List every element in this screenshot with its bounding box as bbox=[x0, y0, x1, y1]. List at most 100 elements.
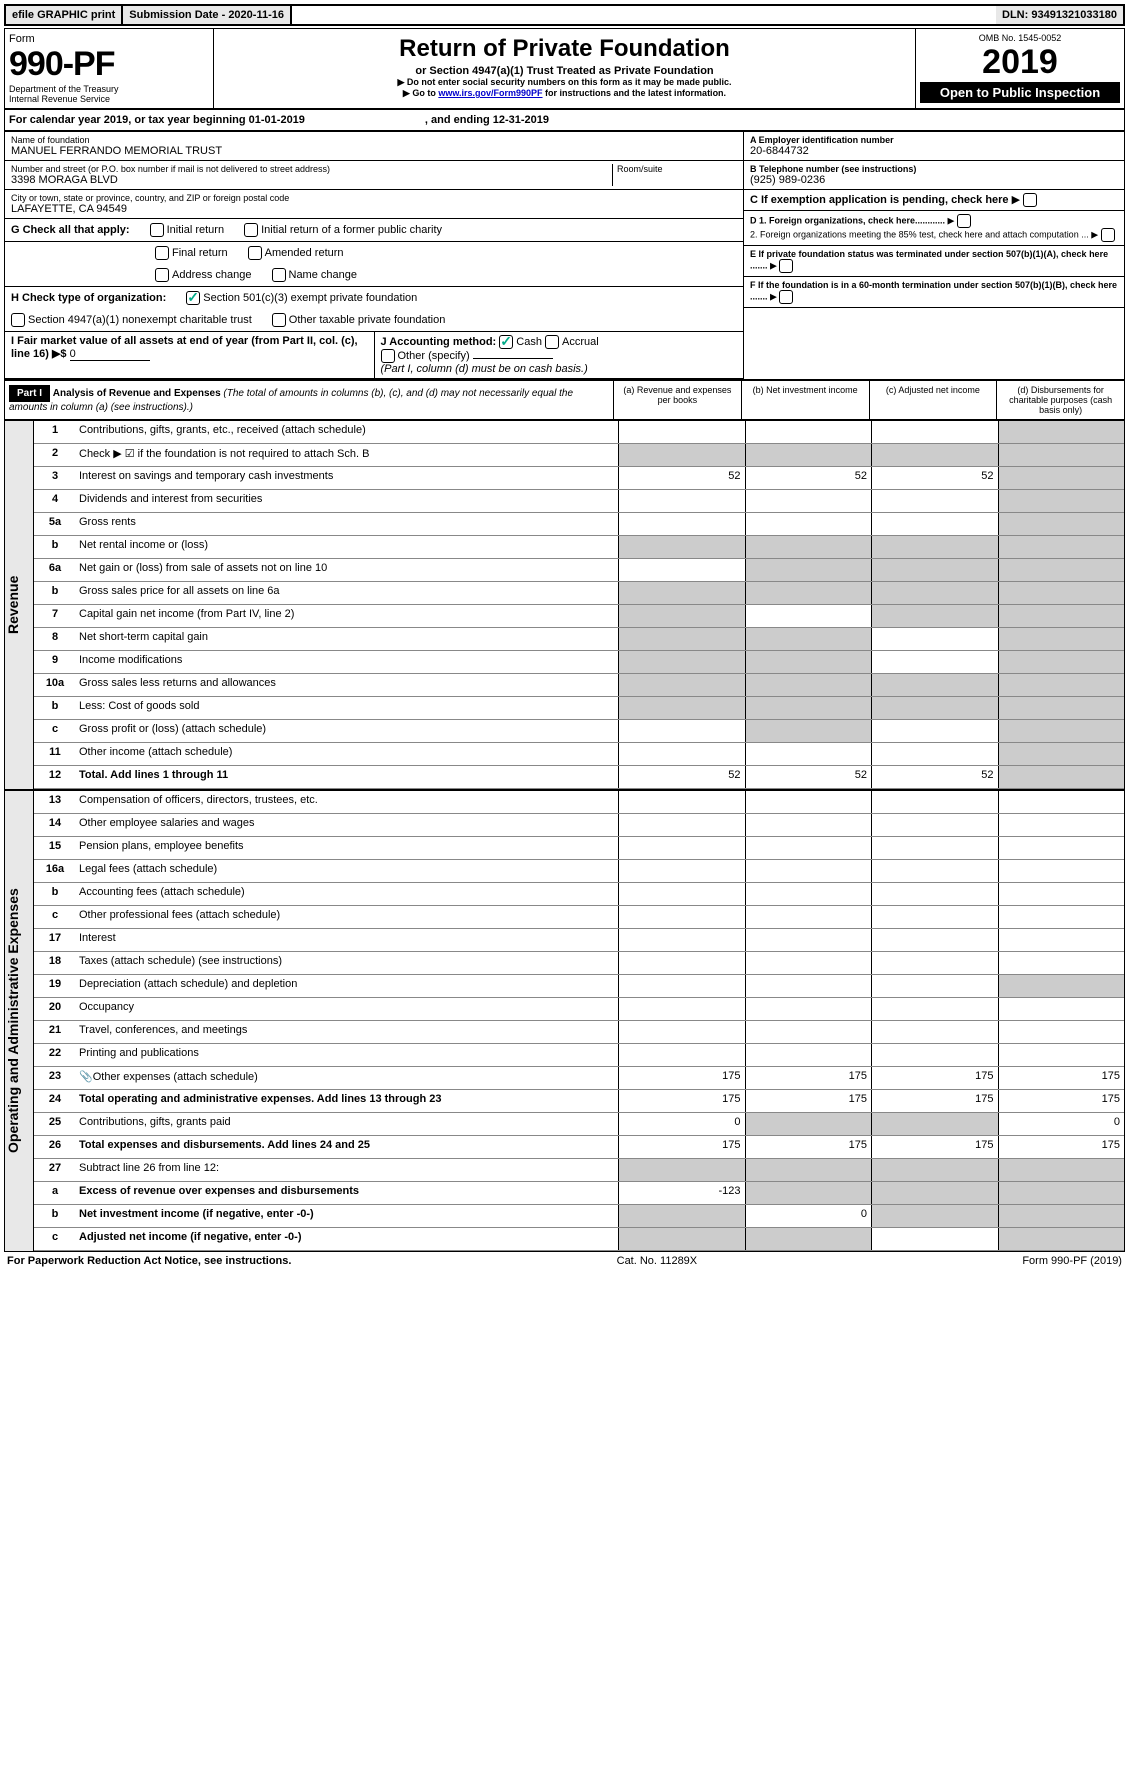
col-b: (b) Net investment income bbox=[741, 381, 869, 419]
cb-addr-change[interactable] bbox=[155, 268, 169, 282]
cb-accrual[interactable] bbox=[545, 335, 559, 349]
cell bbox=[998, 1159, 1125, 1181]
cb-c[interactable] bbox=[1023, 193, 1037, 207]
cell bbox=[871, 628, 998, 650]
cell: 175 bbox=[745, 1067, 872, 1089]
part1-header: Part I Analysis of Revenue and Expenses … bbox=[4, 380, 1125, 420]
form-header: Form 990-PF Department of the Treasury I… bbox=[4, 28, 1125, 109]
cell bbox=[618, 837, 745, 859]
cell: 175 bbox=[998, 1090, 1125, 1112]
cell bbox=[871, 929, 998, 951]
cell bbox=[871, 1021, 998, 1043]
cell: 175 bbox=[998, 1136, 1125, 1158]
line-3: 3Interest on savings and temporary cash … bbox=[34, 467, 1124, 490]
cb-d1[interactable] bbox=[957, 214, 971, 228]
cell bbox=[745, 559, 872, 581]
cb-initial[interactable] bbox=[150, 223, 164, 237]
submission-date: Submission Date - 2020-11-16 bbox=[123, 6, 292, 24]
cb-4947[interactable] bbox=[11, 313, 25, 327]
cell bbox=[998, 628, 1125, 650]
cell bbox=[871, 883, 998, 905]
cell bbox=[871, 421, 998, 443]
col-d: (d) Disbursements for charitable purpose… bbox=[996, 381, 1124, 419]
line-b: bNet investment income (if negative, ent… bbox=[34, 1205, 1124, 1228]
cell bbox=[745, 860, 872, 882]
cell bbox=[871, 952, 998, 974]
line-15: 15Pension plans, employee benefits bbox=[34, 837, 1124, 860]
cell bbox=[618, 559, 745, 581]
room-label: Room/suite bbox=[612, 164, 737, 186]
cell bbox=[618, 883, 745, 905]
cb-other-method[interactable] bbox=[381, 349, 395, 363]
cell bbox=[998, 559, 1125, 581]
cell bbox=[745, 929, 872, 951]
cell: 175 bbox=[618, 1136, 745, 1158]
cell bbox=[998, 998, 1125, 1020]
cell bbox=[618, 1021, 745, 1043]
cell bbox=[871, 674, 998, 696]
cell bbox=[998, 743, 1125, 765]
cb-initial-former[interactable] bbox=[244, 223, 258, 237]
cb-name-change[interactable] bbox=[272, 268, 286, 282]
cell bbox=[618, 421, 745, 443]
goto-line: ▶ Go to www.irs.gov/Form990PF for instru… bbox=[218, 88, 911, 99]
cell: 52 bbox=[745, 766, 872, 788]
cell: 175 bbox=[871, 1136, 998, 1158]
form-ref: Form 990-PF (2019) bbox=[1022, 1255, 1122, 1267]
cell bbox=[998, 1205, 1125, 1227]
cell bbox=[618, 628, 745, 650]
ein-label: A Employer identification number bbox=[750, 135, 1118, 145]
line-26: 26Total expenses and disbursements. Add … bbox=[34, 1136, 1124, 1159]
cb-final[interactable] bbox=[155, 246, 169, 260]
cb-amended[interactable] bbox=[248, 246, 262, 260]
cell bbox=[745, 837, 872, 859]
cb-d2[interactable] bbox=[1101, 228, 1115, 242]
cell bbox=[745, 975, 872, 997]
tel-label: B Telephone number (see instructions) bbox=[750, 164, 1118, 174]
open-public: Open to Public Inspection bbox=[920, 82, 1120, 103]
form-number: 990-PF bbox=[9, 45, 209, 84]
cell bbox=[618, 490, 745, 512]
cell bbox=[871, 860, 998, 882]
cell bbox=[998, 444, 1125, 466]
cell bbox=[618, 975, 745, 997]
dept: Department of the Treasury bbox=[9, 84, 209, 94]
line-b: bLess: Cost of goods sold bbox=[34, 697, 1124, 720]
cell: 175 bbox=[871, 1090, 998, 1112]
line-21: 21Travel, conferences, and meetings bbox=[34, 1021, 1124, 1044]
cell bbox=[871, 559, 998, 581]
cell bbox=[998, 467, 1125, 489]
cell bbox=[871, 975, 998, 997]
cell bbox=[618, 906, 745, 928]
attachment-icon[interactable]: 📎 bbox=[79, 1071, 93, 1083]
cell: 175 bbox=[745, 1136, 872, 1158]
cell bbox=[871, 513, 998, 535]
cb-501c3[interactable] bbox=[186, 291, 200, 305]
cell bbox=[998, 720, 1125, 742]
cell bbox=[871, 1182, 998, 1204]
cell bbox=[871, 605, 998, 627]
cell bbox=[998, 605, 1125, 627]
cell bbox=[871, 651, 998, 673]
cell bbox=[618, 651, 745, 673]
cell bbox=[745, 513, 872, 535]
form-link[interactable]: www.irs.gov/Form990PF bbox=[438, 88, 542, 98]
cell bbox=[745, 674, 872, 696]
line-8: 8Net short-term capital gain bbox=[34, 628, 1124, 651]
cb-f[interactable] bbox=[779, 290, 793, 304]
cell bbox=[745, 906, 872, 928]
omb: OMB No. 1545-0052 bbox=[920, 33, 1120, 43]
cell bbox=[998, 906, 1125, 928]
cb-other-tax[interactable] bbox=[272, 313, 286, 327]
line-4: 4Dividends and interest from securities bbox=[34, 490, 1124, 513]
cell: 175 bbox=[618, 1067, 745, 1089]
cell bbox=[998, 883, 1125, 905]
cell bbox=[871, 536, 998, 558]
cb-cash[interactable] bbox=[499, 335, 513, 349]
cell bbox=[745, 421, 872, 443]
page-footer: For Paperwork Reduction Act Notice, see … bbox=[4, 1252, 1125, 1270]
cell: 52 bbox=[745, 467, 872, 489]
line-b: bNet rental income or (loss) bbox=[34, 536, 1124, 559]
col-a: (a) Revenue and expenses per books bbox=[613, 381, 741, 419]
cb-e[interactable] bbox=[779, 259, 793, 273]
